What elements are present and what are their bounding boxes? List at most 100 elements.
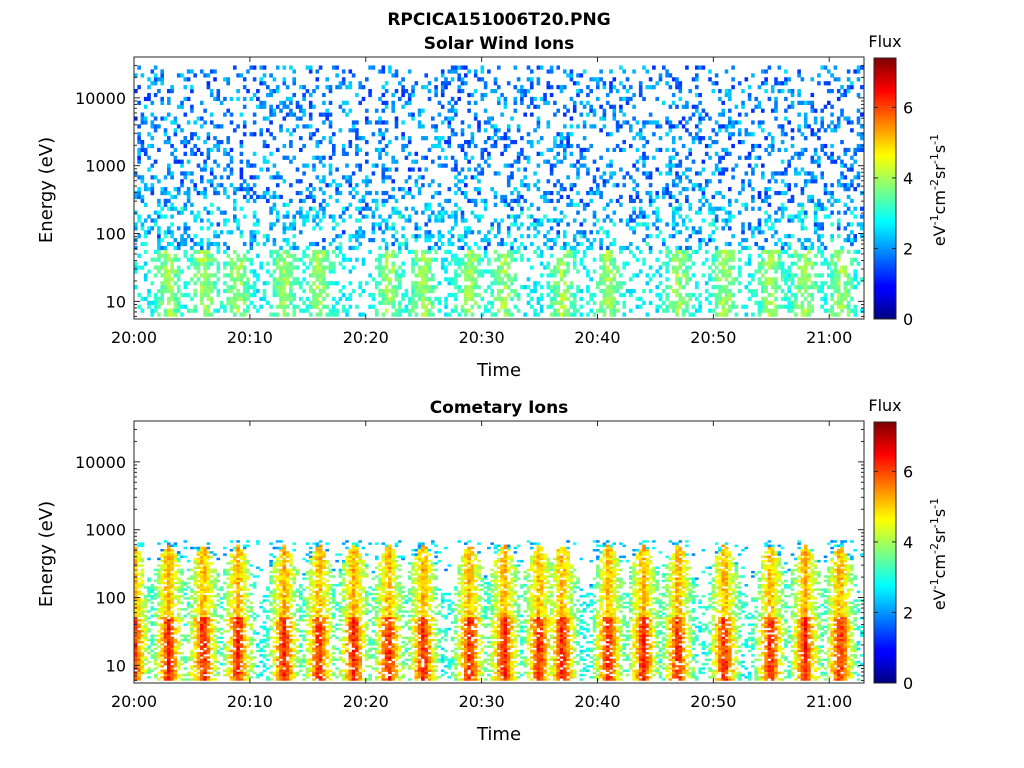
heatmap-cell: [137, 605, 141, 609]
heatmap-cell: [213, 175, 217, 180]
heatmap-cell: [526, 139, 531, 145]
heatmap-cell: [401, 292, 405, 298]
heatmap-cell: [186, 265, 191, 270]
heatmap-cell: [784, 116, 788, 121]
heatmap-cell: [322, 249, 326, 254]
heatmap-cell: [206, 155, 211, 160]
heatmap-cell: [163, 601, 168, 605]
heatmap-cell: [708, 292, 712, 298]
heatmap-cell: [622, 69, 626, 74]
heatmap-cell: [193, 304, 197, 309]
heatmap-cell: [180, 206, 184, 211]
heatmap-cell: [850, 120, 854, 125]
heatmap-cell: [698, 128, 702, 133]
heatmap-cell: [691, 249, 696, 254]
heatmap-cell: [539, 253, 544, 258]
heatmap-cell: [503, 300, 508, 305]
heatmap-cell: [671, 92, 676, 98]
heatmap-cell: [658, 249, 663, 254]
heatmap-cell: [289, 183, 293, 188]
heatmap-cell: [450, 277, 455, 282]
heatmap-cell: [242, 241, 247, 247]
heatmap-cell: [836, 179, 841, 184]
heatmap-cell: [642, 65, 646, 70]
heatmap-cell: [566, 136, 570, 141]
heatmap-cell: [299, 136, 303, 141]
heatmap-cell: [421, 210, 425, 215]
heatmap-cell: [328, 89, 333, 94]
heatmap-cell: [229, 277, 234, 282]
heatmap-cell: [813, 206, 818, 211]
x-tick-label: 20:00: [111, 328, 157, 347]
heatmap-cell: [153, 597, 158, 600]
heatmap-cell: [180, 241, 184, 247]
heatmap-cell: [609, 300, 613, 305]
heatmap-cell: [206, 253, 211, 258]
heatmap-cell: [427, 147, 432, 153]
heatmap-cell: [662, 65, 666, 70]
heatmap-cell: [200, 281, 204, 286]
heatmap-cell: [612, 85, 617, 90]
heatmap-cell: [365, 202, 369, 207]
heatmap-cell: [526, 77, 531, 82]
heatmap-cell: [747, 226, 752, 231]
heatmap-cell: [143, 658, 148, 662]
heatmap-cell: [513, 85, 518, 90]
heatmap-cell: [457, 261, 461, 266]
heatmap-cell: [546, 85, 551, 90]
heatmap-cell: [589, 143, 593, 149]
heatmap-cell: [236, 187, 240, 192]
heatmap-cell: [605, 285, 610, 290]
heatmap-cell: [777, 89, 782, 94]
heatmap-cell: [671, 77, 676, 82]
heatmap-cell: [140, 647, 145, 651]
heatmap-cell: [794, 312, 798, 317]
heatmap-cell: [401, 241, 405, 247]
heatmap-cell: [440, 81, 445, 86]
heatmap-cell: [348, 269, 353, 274]
heatmap-cell: [813, 230, 818, 235]
heatmap-cell: [216, 292, 221, 298]
heatmap-cell: [143, 662, 148, 666]
heatmap-cell: [384, 104, 389, 109]
heatmap-cell: [493, 171, 498, 176]
heatmap-cell: [328, 261, 333, 266]
heatmap-cell: [209, 312, 214, 317]
heatmap-cell: [530, 85, 534, 90]
heatmap-cell: [279, 288, 283, 294]
heatmap-cell: [784, 171, 788, 176]
heatmap-cell: [150, 175, 155, 180]
y-tick-label: 100: [95, 225, 126, 244]
heatmap-cell: [153, 612, 158, 616]
heatmap-cell: [153, 159, 158, 164]
heatmap-cell: [236, 265, 240, 270]
heatmap-cell: [724, 210, 729, 215]
heatmap-cell: [305, 281, 310, 286]
heatmap-cell: [516, 249, 521, 254]
heatmap-cell: [761, 230, 765, 235]
heatmap-cell: [559, 245, 564, 251]
heatmap-cell: [209, 179, 214, 184]
heatmap-cell: [731, 124, 735, 129]
heatmap-cell: [698, 308, 702, 313]
heatmap-cell: [404, 238, 409, 243]
heatmap-cell: [368, 65, 372, 70]
heatmap-cell: [275, 210, 280, 215]
heatmap-cell: [774, 249, 778, 254]
heatmap-cell: [840, 308, 844, 313]
heatmap-cell: [744, 112, 749, 117]
heatmap-cell: [137, 214, 141, 219]
heatmap-cell: [269, 312, 273, 317]
heatmap-cell: [322, 120, 326, 125]
heatmap-cell: [853, 304, 857, 309]
heatmap-cell: [665, 120, 669, 125]
heatmap-cell: [348, 108, 353, 113]
heatmap-cell: [836, 124, 841, 129]
heatmap-cell: [233, 218, 237, 223]
heatmap-cell: [685, 65, 689, 70]
heatmap-cell: [460, 190, 465, 196]
heatmap-cell: [292, 112, 296, 117]
heatmap-cell: [308, 285, 313, 290]
heatmap-cell: [830, 281, 834, 286]
heatmap-cell: [424, 308, 428, 313]
